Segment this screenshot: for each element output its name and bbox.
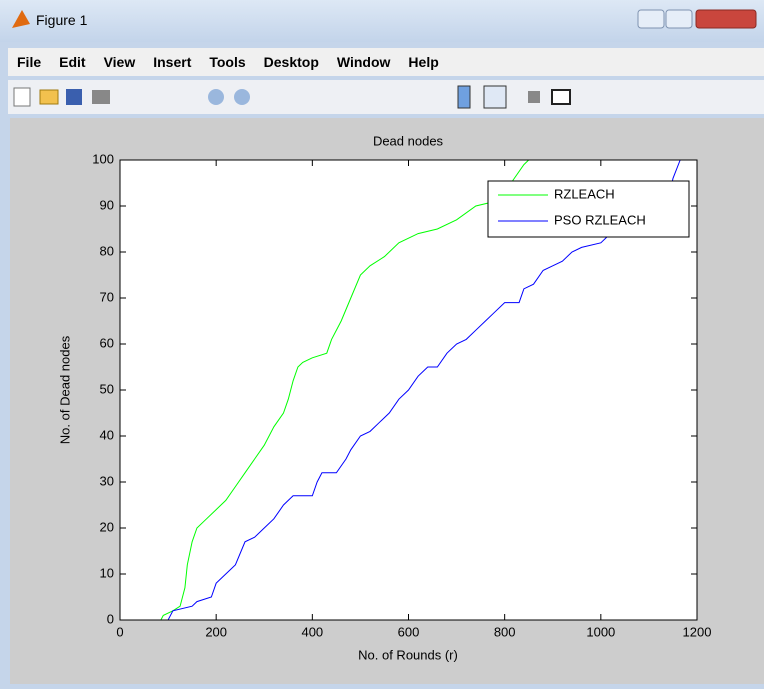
y-tick-label: 40 <box>100 427 114 442</box>
menu-item[interactable]: Help <box>399 54 447 70</box>
y-tick-label: 100 <box>92 151 114 166</box>
tool-icon[interactable] <box>234 89 250 105</box>
x-tick-label: 600 <box>398 624 420 639</box>
toolbar-icons <box>8 80 764 114</box>
tool-icon[interactable] <box>92 90 110 104</box>
y-tick-label: 50 <box>100 381 114 396</box>
tool-icon[interactable] <box>458 86 470 108</box>
tool-icon[interactable] <box>66 89 82 105</box>
x-axis-label: No. of Rounds (r) <box>358 647 458 662</box>
y-tick-label: 0 <box>107 611 114 626</box>
menu-item[interactable]: Edit <box>50 54 94 70</box>
tool-icon[interactable] <box>40 90 58 104</box>
figure-area: Dead nodes No. of Rounds (r) No. of Dead… <box>10 118 764 684</box>
close-button[interactable] <box>696 10 756 28</box>
legend-label: RZLEACH <box>554 186 615 201</box>
x-tick-label: 1000 <box>586 624 615 639</box>
y-axis-label: No. of Dead nodes <box>57 335 72 444</box>
menu-item[interactable]: Insert <box>144 54 200 70</box>
tool-icon[interactable] <box>484 86 506 108</box>
minimize-button[interactable] <box>638 10 664 28</box>
tool-icon[interactable] <box>208 89 224 105</box>
x-tick-label: 200 <box>205 624 227 639</box>
y-tick-label: 10 <box>100 565 114 580</box>
y-tick-label: 70 <box>100 289 114 304</box>
y-tick-label: 60 <box>100 335 114 350</box>
menu-item[interactable]: Tools <box>200 54 254 70</box>
y-tick-label: 20 <box>100 519 114 534</box>
app-icon <box>12 10 30 28</box>
tool-icon[interactable] <box>552 90 570 104</box>
y-tick-label: 90 <box>100 197 114 212</box>
window-title: Figure 1 <box>36 12 87 28</box>
y-tick-label: 80 <box>100 243 114 258</box>
y-tick-label: 30 <box>100 473 114 488</box>
tool-icon[interactable] <box>528 91 540 103</box>
page: Figure 1 FileEditViewInsertToolsDesktopW… <box>0 0 764 684</box>
menu-item[interactable]: Desktop <box>255 54 328 70</box>
tool-icon[interactable] <box>14 88 30 106</box>
menu-item[interactable]: Window <box>328 54 400 70</box>
toolbar <box>8 80 764 114</box>
x-tick-label: 1200 <box>683 624 712 639</box>
menu-item[interactable]: File <box>8 54 50 70</box>
title-bar: Figure 1 <box>0 0 764 42</box>
x-tick-label: 800 <box>494 624 516 639</box>
window-chrome <box>0 0 764 42</box>
maximize-button[interactable] <box>666 10 692 28</box>
legend-label: PSO RZLEACH <box>554 212 646 227</box>
menu-item[interactable]: View <box>95 54 145 70</box>
chart: Dead nodes No. of Rounds (r) No. of Dead… <box>10 118 764 684</box>
x-tick-label: 400 <box>301 624 323 639</box>
chart-title: Dead nodes <box>373 133 444 148</box>
x-tick-label: 0 <box>116 624 123 639</box>
